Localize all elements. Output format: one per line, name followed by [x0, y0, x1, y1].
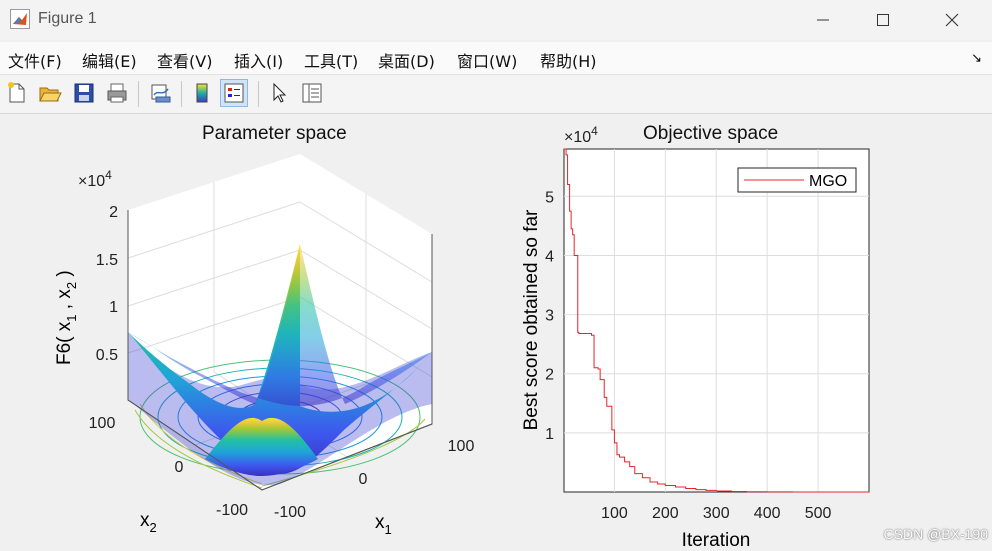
- x-tick-label: 300: [703, 505, 730, 522]
- menu-window[interactable]: 窗口(W): [457, 52, 518, 71]
- new-figure-button[interactable]: [3, 79, 31, 107]
- z-axis-label: F6( x1 , x2 ): [54, 270, 79, 365]
- minimize-button[interactable]: [793, 0, 853, 40]
- y-tick-label: 5: [545, 189, 554, 206]
- figure-canvas: 2 1.5 1 0.5 ×104 -100 0 100 100 0 -100 x…: [0, 114, 992, 551]
- mgo-series-line: [564, 148, 870, 493]
- y-exponent-label: ×104: [564, 124, 598, 146]
- link-plot-button[interactable]: [146, 79, 174, 107]
- x-tick-label: 100: [601, 505, 628, 522]
- grid-lines: [564, 149, 869, 492]
- x2-tick-label: -100: [216, 502, 248, 519]
- y-tick-label: 2: [545, 367, 554, 384]
- z-exponent-label: ×104: [78, 168, 112, 190]
- y-tick-label: 1: [545, 426, 554, 443]
- z-tick-label: 2: [109, 204, 118, 221]
- x1-tick-label: -100: [274, 504, 306, 521]
- legend-icon: [224, 83, 244, 103]
- colorbar-button[interactable]: [188, 79, 216, 107]
- x1-tick-label: 0: [359, 471, 368, 488]
- surface-near-peak: [205, 417, 318, 476]
- x2-tick-label: 0: [175, 459, 184, 476]
- link-plot-icon: [151, 84, 171, 103]
- surface-plot[interactable]: 2 1.5 1 0.5 ×104 -100 0 100 100 0 -100 x…: [0, 114, 500, 551]
- x1-tick-labels: -100 0 100: [274, 438, 474, 521]
- toolbar-separator: [258, 81, 259, 107]
- minimize-icon: [817, 19, 829, 21]
- open-file-icon: [39, 87, 62, 102]
- property-inspector-icon: [302, 83, 322, 103]
- dock-arrow-icon[interactable]: ↘: [971, 50, 982, 65]
- menu-edit[interactable]: 编辑(E): [82, 52, 137, 71]
- x-tick-label: 500: [805, 505, 832, 522]
- legend-label: MGO: [809, 173, 847, 190]
- legend-button[interactable]: [220, 79, 248, 107]
- print-button[interactable]: [103, 79, 131, 107]
- toolbar-separator: [138, 81, 139, 107]
- x2-tick-labels: 100 0 -100: [89, 415, 248, 519]
- maximize-button[interactable]: [853, 0, 913, 40]
- x-axis-label: Iteration: [682, 530, 751, 551]
- watermark: CSDN @BX-190: [883, 526, 988, 542]
- menu-bar: 文件(F) 编辑(E) 查看(V) 插入(I) 工具(T) 桌面(D) 窗口(W…: [0, 42, 992, 75]
- menu-file[interactable]: 文件(F): [8, 52, 62, 71]
- save-button[interactable]: [70, 79, 98, 107]
- z-tick-label: 1.5: [96, 252, 118, 269]
- menu-desktop[interactable]: 桌面(D): [378, 52, 435, 71]
- x2-tick-label: 100: [89, 415, 116, 432]
- x2-axis-label: x2: [140, 510, 157, 535]
- x-tick-label: 200: [652, 505, 679, 522]
- y-tick-label: 3: [545, 308, 554, 325]
- z-tick-label: 0.5: [96, 347, 118, 364]
- save-icon: [74, 83, 94, 103]
- close-icon: [945, 13, 959, 27]
- pointer-icon: [273, 82, 287, 103]
- z-tick-labels: 2 1.5 1 0.5: [96, 204, 118, 364]
- menu-tools[interactable]: 工具(T): [304, 52, 359, 71]
- open-file-button[interactable]: [36, 79, 64, 107]
- y-axis-label: Best score obtained so far: [521, 209, 542, 430]
- surface-mesh: [128, 244, 432, 486]
- pointer-button[interactable]: [265, 79, 293, 107]
- new-figure-icon: [8, 82, 25, 103]
- toolbar-separator: [181, 81, 182, 107]
- close-button[interactable]: [922, 0, 982, 40]
- right-plot-title: Objective space: [643, 123, 779, 144]
- menu-insert[interactable]: 插入(I): [234, 52, 284, 71]
- x1-axis-label: x1: [375, 512, 392, 537]
- z-tick-label: 1: [109, 299, 118, 316]
- menu-view[interactable]: 查看(V): [157, 52, 213, 71]
- x-tick-label: 400: [754, 505, 781, 522]
- menu-help[interactable]: 帮助(H): [540, 52, 597, 71]
- floor-axis-lines: [127, 399, 433, 491]
- y-tick-label: 4: [545, 248, 554, 265]
- title-bar: Figure 1: [0, 0, 992, 40]
- matlab-logo-icon: [10, 9, 30, 29]
- left-plot-title: Parameter space: [202, 123, 347, 144]
- property-inspector-button[interactable]: [298, 79, 326, 107]
- colorbar-icon: [196, 83, 208, 103]
- x1-tick-label: 100: [448, 438, 475, 455]
- toolbar: [0, 75, 992, 114]
- maximize-icon: [877, 14, 889, 26]
- legend[interactable]: MGO: [737, 167, 857, 193]
- tick-labels: 100 200 300 400 500 1 2 3 4 5: [545, 189, 831, 522]
- window-title: Figure 1: [38, 10, 97, 27]
- print-icon: [107, 83, 127, 103]
